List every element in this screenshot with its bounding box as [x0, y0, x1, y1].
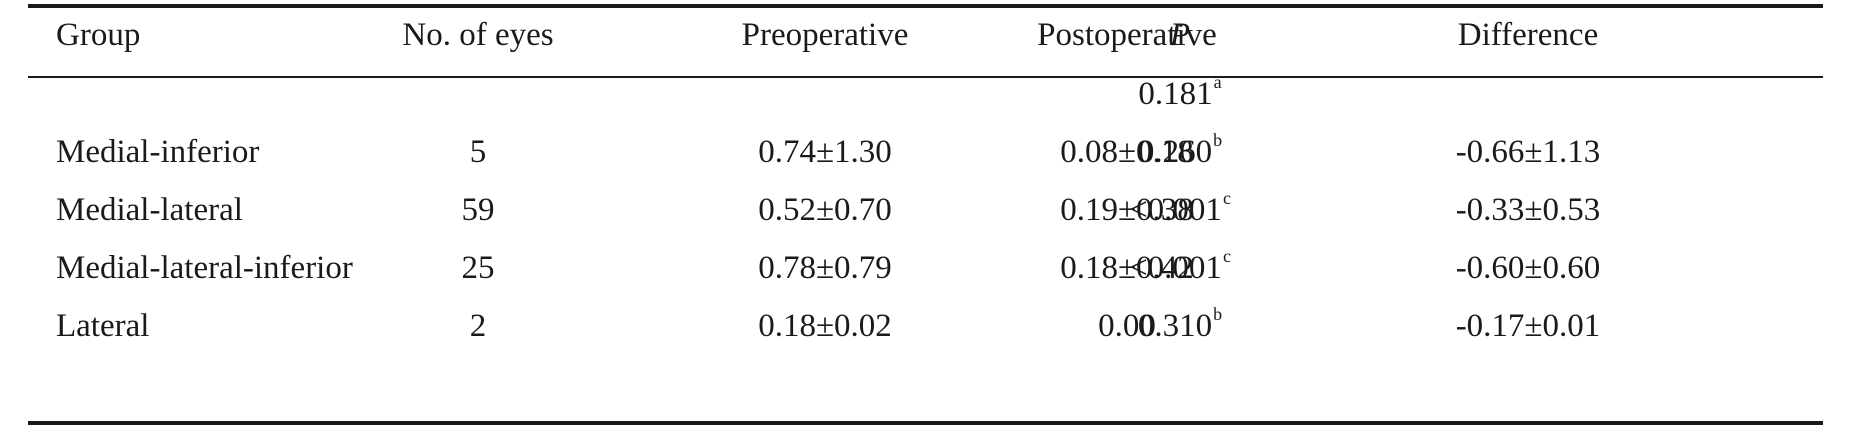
cell-eyes: 25 [461, 250, 495, 286]
table-row: Lateral 2 0.18±0.02 0.00 0.310b -0.17±0.… [28, 304, 1823, 348]
cell-p-footnote: b [1213, 304, 1223, 324]
cell-eyes: 2 [469, 308, 487, 344]
cell-p-footnote: c [1222, 246, 1231, 266]
cell-eyes: 5 [469, 134, 487, 170]
cell-p-value: <0.001 [1129, 192, 1222, 228]
cell-group: Medial-lateral [56, 192, 243, 228]
cell-preoperative: 0.74±1.30 [758, 134, 892, 170]
header-postoperative: Postoperative [1037, 17, 1217, 53]
header-group: Group [56, 17, 141, 53]
cell-p-value: <0.001 [1129, 250, 1222, 286]
table-header-row: Group No. of eyes Preoperative Postopera… [28, 13, 1823, 57]
table-row: Medial-lateral 59 0.52±0.70 0.19±0.38 <0… [28, 188, 1823, 232]
cell-p: <0.001c [1080, 188, 1280, 232]
cell-preoperative: 0.78±0.79 [758, 250, 892, 286]
table-bottom-rule [28, 421, 1823, 425]
overall-p-footnote: a [1213, 72, 1222, 92]
cell-difference: -0.60±0.60 [1455, 250, 1601, 286]
cell-postoperative: 0.08±0.18 [1060, 134, 1194, 170]
cell-p-value: 0.260 [1137, 134, 1213, 170]
cell-postoperative: 0.18±0.42 [1060, 250, 1194, 286]
cell-group: Lateral [56, 308, 150, 344]
cell-p-footnote: b [1213, 130, 1223, 150]
cell-group: Medial-lateral-inferior [56, 250, 353, 286]
overall-p-row: 0.181a [28, 72, 1823, 116]
table-row: Medial-lateral-inferior 25 0.78±0.79 0.1… [28, 246, 1823, 290]
cell-p-value: 0.310 [1137, 308, 1213, 344]
cell-postoperative: 0.00 [1098, 308, 1156, 344]
header-difference: Difference [1457, 17, 1599, 53]
cell-preoperative: 0.18±0.02 [758, 308, 892, 344]
cell-p: 0.310b [1080, 304, 1280, 348]
cell-postoperative: 0.19±0.38 [1060, 192, 1194, 228]
header-p: P [1169, 17, 1191, 53]
cell-group: Medial-inferior [56, 134, 260, 170]
cell-difference: -0.33±0.53 [1455, 192, 1601, 228]
cell-p: <0.001c [1080, 246, 1280, 290]
cell-eyes: 59 [461, 192, 495, 228]
table-row: Medial-inferior 5 0.74±1.30 0.08±0.18 0.… [28, 130, 1823, 174]
header-no-of-eyes: No. of eyes [402, 17, 554, 53]
overall-p-number: 0.181 [1138, 76, 1213, 112]
cell-p-footnote: c [1222, 188, 1231, 208]
cell-p: 0.260b [1080, 130, 1280, 174]
table-top-rule [28, 4, 1823, 8]
overall-p-value: 0.181a [1080, 72, 1280, 116]
table-header-rule [28, 76, 1823, 78]
cell-difference: -0.17±0.01 [1455, 308, 1601, 344]
header-preoperative: Preoperative [741, 17, 909, 53]
cell-preoperative: 0.52±0.70 [758, 192, 892, 228]
cell-difference: -0.66±1.13 [1455, 134, 1601, 170]
